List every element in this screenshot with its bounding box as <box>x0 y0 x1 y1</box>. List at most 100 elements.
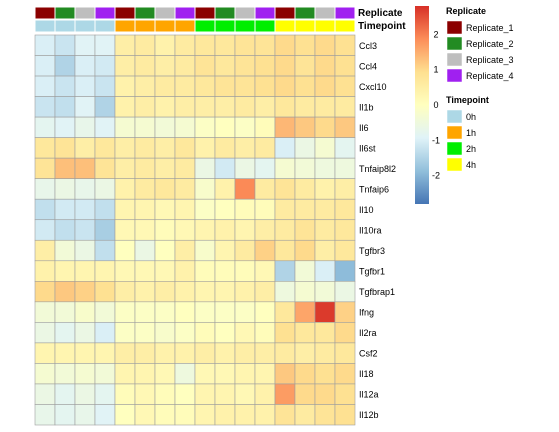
annotation-cell-timepoint <box>274 19 296 33</box>
row-labels: Ccl3 Ccl4 Cxcl10 Il1b Il6 Il6st Tnfaip8l2 Tnfai… <box>359 41 396 420</box>
heatmap-cell <box>234 239 256 262</box>
heatmap-cell <box>334 198 356 221</box>
heatmap-cell <box>54 239 76 262</box>
heatmap-cell <box>194 116 216 138</box>
heatmap-cell <box>294 116 316 138</box>
legend-swatch <box>446 52 463 67</box>
heatmap-cell <box>134 239 156 262</box>
heatmap-cell <box>334 404 356 426</box>
heatmap-cell <box>154 34 176 56</box>
annotation-cell-timepoint <box>234 19 256 33</box>
heatmap-cell <box>154 157 176 179</box>
heatmap-cell <box>94 342 116 364</box>
heatmap-cell <box>234 157 256 179</box>
heatmap-cell <box>74 383 96 405</box>
heatmap-cell <box>154 342 176 364</box>
heatmap-cell <box>254 383 276 405</box>
heatmap-cell <box>334 157 356 179</box>
heatmap-cell <box>54 383 76 405</box>
heatmap-cell <box>94 301 116 323</box>
heatmap-cell <box>234 363 256 385</box>
heatmap-cell <box>174 281 196 303</box>
heatmap-cell <box>114 363 136 385</box>
heatmap-cell <box>174 178 196 200</box>
heatmap-cell <box>94 157 116 179</box>
heatmap-cell <box>134 116 156 138</box>
heatmap-cell <box>114 198 136 221</box>
heatmap-cell <box>314 116 336 138</box>
heatmap-cell <box>174 75 196 97</box>
heatmap-cell <box>54 219 76 241</box>
heatmap-cell <box>254 34 276 56</box>
heatmap-cell <box>174 239 196 262</box>
heatmap-cell <box>34 239 56 262</box>
annotation-cell-timepoint <box>54 19 76 33</box>
heatmap-cell <box>294 96 316 118</box>
heatmap-cell <box>114 116 136 138</box>
annotation-cell-timepoint <box>214 19 236 33</box>
heatmap-cell <box>114 322 136 344</box>
heatmap-cell <box>54 301 76 323</box>
heatmap-cell <box>154 116 176 138</box>
heatmap-cell <box>254 281 276 303</box>
heatmap-cell <box>134 260 156 282</box>
heatmap-cell <box>294 322 316 344</box>
heatmap-cell <box>194 198 216 221</box>
heatmap-cell <box>34 383 56 405</box>
heatmap-cell <box>34 178 56 200</box>
heatmap-cell <box>194 260 216 282</box>
heatmap-cell <box>314 178 336 200</box>
heatmap-cell <box>94 260 116 282</box>
heatmap-cell <box>194 301 216 323</box>
heatmap-cell <box>254 301 276 323</box>
heatmap-cell <box>174 219 196 241</box>
heatmap-cell <box>134 219 156 241</box>
heatmap-cell <box>174 96 196 118</box>
heatmap-cell <box>114 239 136 262</box>
heatmap-cell <box>334 219 356 241</box>
heatmap-cell <box>314 363 336 385</box>
annotation-cell-timepoint <box>174 19 196 33</box>
heatmap-cell <box>294 404 316 426</box>
heatmap-cell <box>114 342 136 364</box>
heatmap-cell <box>334 383 356 405</box>
heatmap-cell <box>274 116 296 138</box>
heatmap-cell <box>274 383 296 405</box>
heatmap-cell <box>74 322 96 344</box>
heatmap-cell <box>274 198 296 221</box>
color-scale-tick: -2 <box>432 171 440 181</box>
legend-timepoint-title: Timepoint <box>446 95 489 105</box>
legend-label: 0h <box>466 112 476 122</box>
heatmap-cell <box>254 116 276 138</box>
legend-swatch <box>446 36 463 51</box>
heatmap-cell <box>34 342 56 364</box>
heatmap-cell <box>254 96 276 118</box>
heatmap-cell <box>274 322 296 344</box>
heatmap-cell <box>154 75 176 97</box>
heatmap-cell <box>94 404 116 426</box>
heatmap-cell <box>234 116 256 138</box>
heatmap-cell <box>314 342 336 364</box>
heatmap-cell <box>294 281 316 303</box>
legend-swatch <box>446 20 463 35</box>
heatmap-cell <box>74 34 96 56</box>
row-label: Il10 <box>359 205 374 215</box>
heatmap-cell <box>314 239 336 262</box>
row-label: Il10ra <box>359 226 382 236</box>
heatmap-cell <box>134 198 156 221</box>
annotation-cell-timepoint <box>294 19 316 33</box>
heatmap-cell <box>234 75 256 97</box>
heatmap-cell <box>134 178 156 200</box>
annotation-cell-timepoint <box>314 19 336 33</box>
heatmap-cell <box>74 363 96 385</box>
row-label: Ccl3 <box>359 41 377 51</box>
heatmap-cell <box>274 301 296 323</box>
heatmap-cell <box>74 96 96 118</box>
heatmap-cell <box>194 178 216 200</box>
heatmap-cell <box>74 75 96 97</box>
heatmap-cell <box>174 55 196 77</box>
heatmap-cell <box>234 178 256 200</box>
annotation-cell-replicate <box>294 6 316 20</box>
heatmap-cell <box>314 383 336 405</box>
legend-replicate: Replicate Replicate_1 Replicate_2 Replicat… <box>446 6 514 83</box>
